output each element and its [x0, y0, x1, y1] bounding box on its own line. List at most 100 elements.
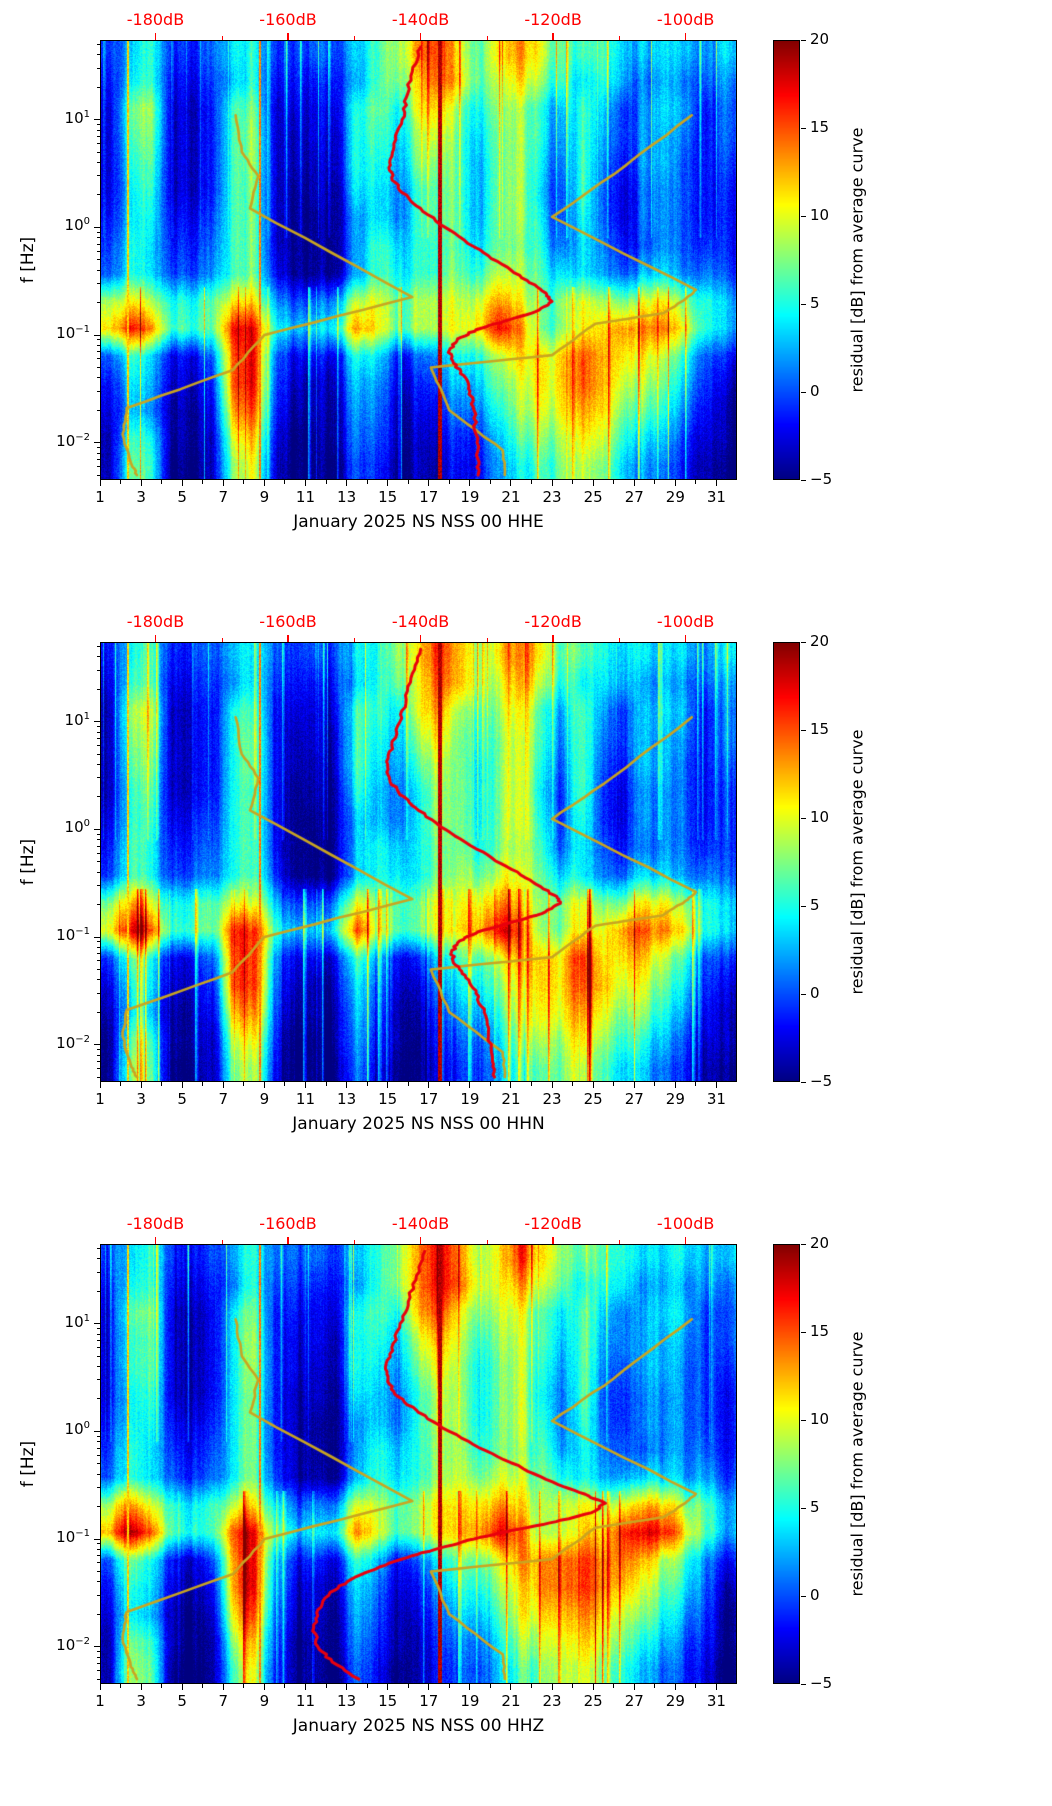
- x-axis-minor-tick: [613, 1684, 615, 1688]
- top-axis-tick-label: -160dB: [259, 1214, 317, 1233]
- y-axis-minor-tick: [96, 175, 100, 177]
- y-axis-minor-tick: [96, 1247, 100, 1249]
- colorbar-tick-label: 20: [810, 1234, 830, 1252]
- y-axis-minor-tick: [96, 452, 100, 454]
- y-axis-minor-tick: [96, 1487, 100, 1489]
- y-axis-minor-tick: [96, 1076, 100, 1078]
- x-axis-tick: [510, 1082, 512, 1088]
- colorbar-tick-label: 0: [810, 1586, 820, 1604]
- top-axis-tick: [552, 33, 554, 40]
- y-axis-minor-tick: [96, 1068, 100, 1070]
- x-axis-tick: [715, 1082, 717, 1088]
- y-axis-minor-tick: [96, 194, 100, 196]
- x-axis-minor-tick: [284, 1684, 286, 1688]
- top-axis-tick: [154, 1237, 157, 1244]
- y-axis-minor-tick: [96, 250, 100, 252]
- colorbar-frame: [773, 1244, 800, 1684]
- x-axis-tick: [592, 480, 594, 486]
- x-axis-minor-tick: [489, 1082, 491, 1086]
- x-axis-tick: [387, 1082, 389, 1088]
- x-axis-tick: [387, 480, 389, 486]
- colorbar-tick-label: 15: [810, 1322, 830, 1340]
- x-axis-tick-label: 25: [583, 488, 603, 506]
- top-axis-tick: [419, 635, 422, 642]
- colorbar-canvas: [773, 642, 800, 1082]
- colorbar-tick-label: 0: [810, 382, 820, 400]
- x-axis-tick-label: 13: [337, 1692, 357, 1710]
- x-axis-tick: [140, 1684, 142, 1690]
- top-axis-minor-tick: [354, 36, 356, 40]
- y-axis-minor-tick: [96, 344, 100, 346]
- top-axis-minor-tick: [486, 36, 488, 40]
- x-axis-tick: [304, 1082, 306, 1088]
- top-axis-tick-label: -100dB: [656, 612, 715, 631]
- x-axis-minor-tick: [695, 1684, 697, 1688]
- x-axis-tick-label: 9: [259, 1090, 270, 1108]
- y-axis-tick: [94, 442, 100, 444]
- top-axis-tick-label: -160dB: [259, 10, 317, 29]
- y-axis-tick-label: 10−2: [56, 1635, 90, 1654]
- x-axis-tick-label: 21: [501, 488, 521, 506]
- y-axis-minor-tick: [96, 243, 100, 245]
- y-axis-minor-tick: [96, 1454, 100, 1456]
- x-axis-tick-label: 23: [542, 488, 562, 506]
- y-axis-minor-tick: [96, 1662, 100, 1664]
- top-axis-minor-tick: [221, 1240, 223, 1244]
- x-axis-tick: [428, 1684, 430, 1690]
- x-axis-tick: [222, 1082, 224, 1088]
- x-axis-tick-label: 17: [419, 488, 439, 506]
- x-axis-minor-tick: [325, 1082, 327, 1086]
- top-axis-tick: [419, 33, 422, 40]
- top-axis-minor-tick: [354, 638, 356, 642]
- x-axis-tick-label: 5: [177, 488, 187, 506]
- y-axis-minor-tick: [96, 1473, 100, 1475]
- y-axis-minor-tick: [96, 1581, 100, 1583]
- x-axis-tick-label: 29: [665, 1692, 685, 1710]
- top-axis-tick: [287, 33, 289, 40]
- y-axis-minor-tick: [96, 852, 100, 854]
- y-axis-minor-tick: [96, 259, 100, 261]
- x-axis-minor-tick: [407, 480, 409, 484]
- x-axis-minor-tick: [613, 480, 615, 484]
- y-axis-minor-tick: [96, 688, 100, 690]
- x-axis-minor-tick: [161, 1684, 163, 1688]
- x-axis-tick-label: 31: [706, 1692, 726, 1710]
- x-axis-tick: [428, 480, 430, 486]
- y-axis-minor-tick: [96, 269, 100, 271]
- y-axis-minor-tick: [96, 946, 100, 948]
- y-axis-minor-tick: [96, 764, 100, 766]
- y-axis-minor-tick: [96, 1366, 100, 1368]
- top-axis-tick-label: -140dB: [391, 10, 450, 29]
- x-axis-tick-label: 23: [542, 1692, 562, 1710]
- top-axis-tick-label: -180dB: [126, 10, 185, 29]
- x-axis-tick-label: 7: [218, 1090, 229, 1108]
- y-axis-minor-tick: [96, 1011, 100, 1013]
- colorbar-tick-label: 20: [810, 632, 830, 650]
- x-axis-tick: [263, 480, 265, 486]
- y-axis-tick: [94, 1646, 100, 1648]
- y-axis-minor-tick: [96, 992, 100, 994]
- x-axis-tick-label: 7: [218, 1692, 229, 1710]
- y-axis-minor-tick: [96, 1555, 100, 1557]
- x-axis-tick: [181, 1082, 183, 1088]
- colorbar-canvas: [773, 40, 800, 480]
- x-axis-minor-tick: [243, 1082, 245, 1086]
- spectrogram-canvas: [100, 642, 737, 1082]
- top-axis-minor-tick: [221, 638, 223, 642]
- x-axis-tick: [469, 480, 471, 486]
- colorbar-tick: [801, 303, 806, 305]
- x-axis-minor-tick: [531, 1082, 533, 1086]
- spectrogram-canvas: [100, 40, 737, 480]
- y-axis-tick-label: 10−1: [56, 926, 90, 944]
- y-axis-minor-tick: [96, 904, 100, 906]
- x-axis-minor-tick: [531, 480, 533, 484]
- colorbar-frame: [773, 642, 800, 1082]
- y-axis-tick: [94, 334, 100, 336]
- x-axis-minor-tick: [325, 1684, 327, 1688]
- x-axis-tick-label: 3: [136, 1090, 146, 1108]
- y-axis-tick-label: 101: [64, 710, 90, 729]
- panel-title: January 2025 NS NSS 00 HHZ: [292, 1716, 545, 1736]
- y-axis-tick: [94, 1323, 100, 1325]
- x-axis-tick: [633, 480, 635, 486]
- top-axis-tick: [684, 635, 687, 642]
